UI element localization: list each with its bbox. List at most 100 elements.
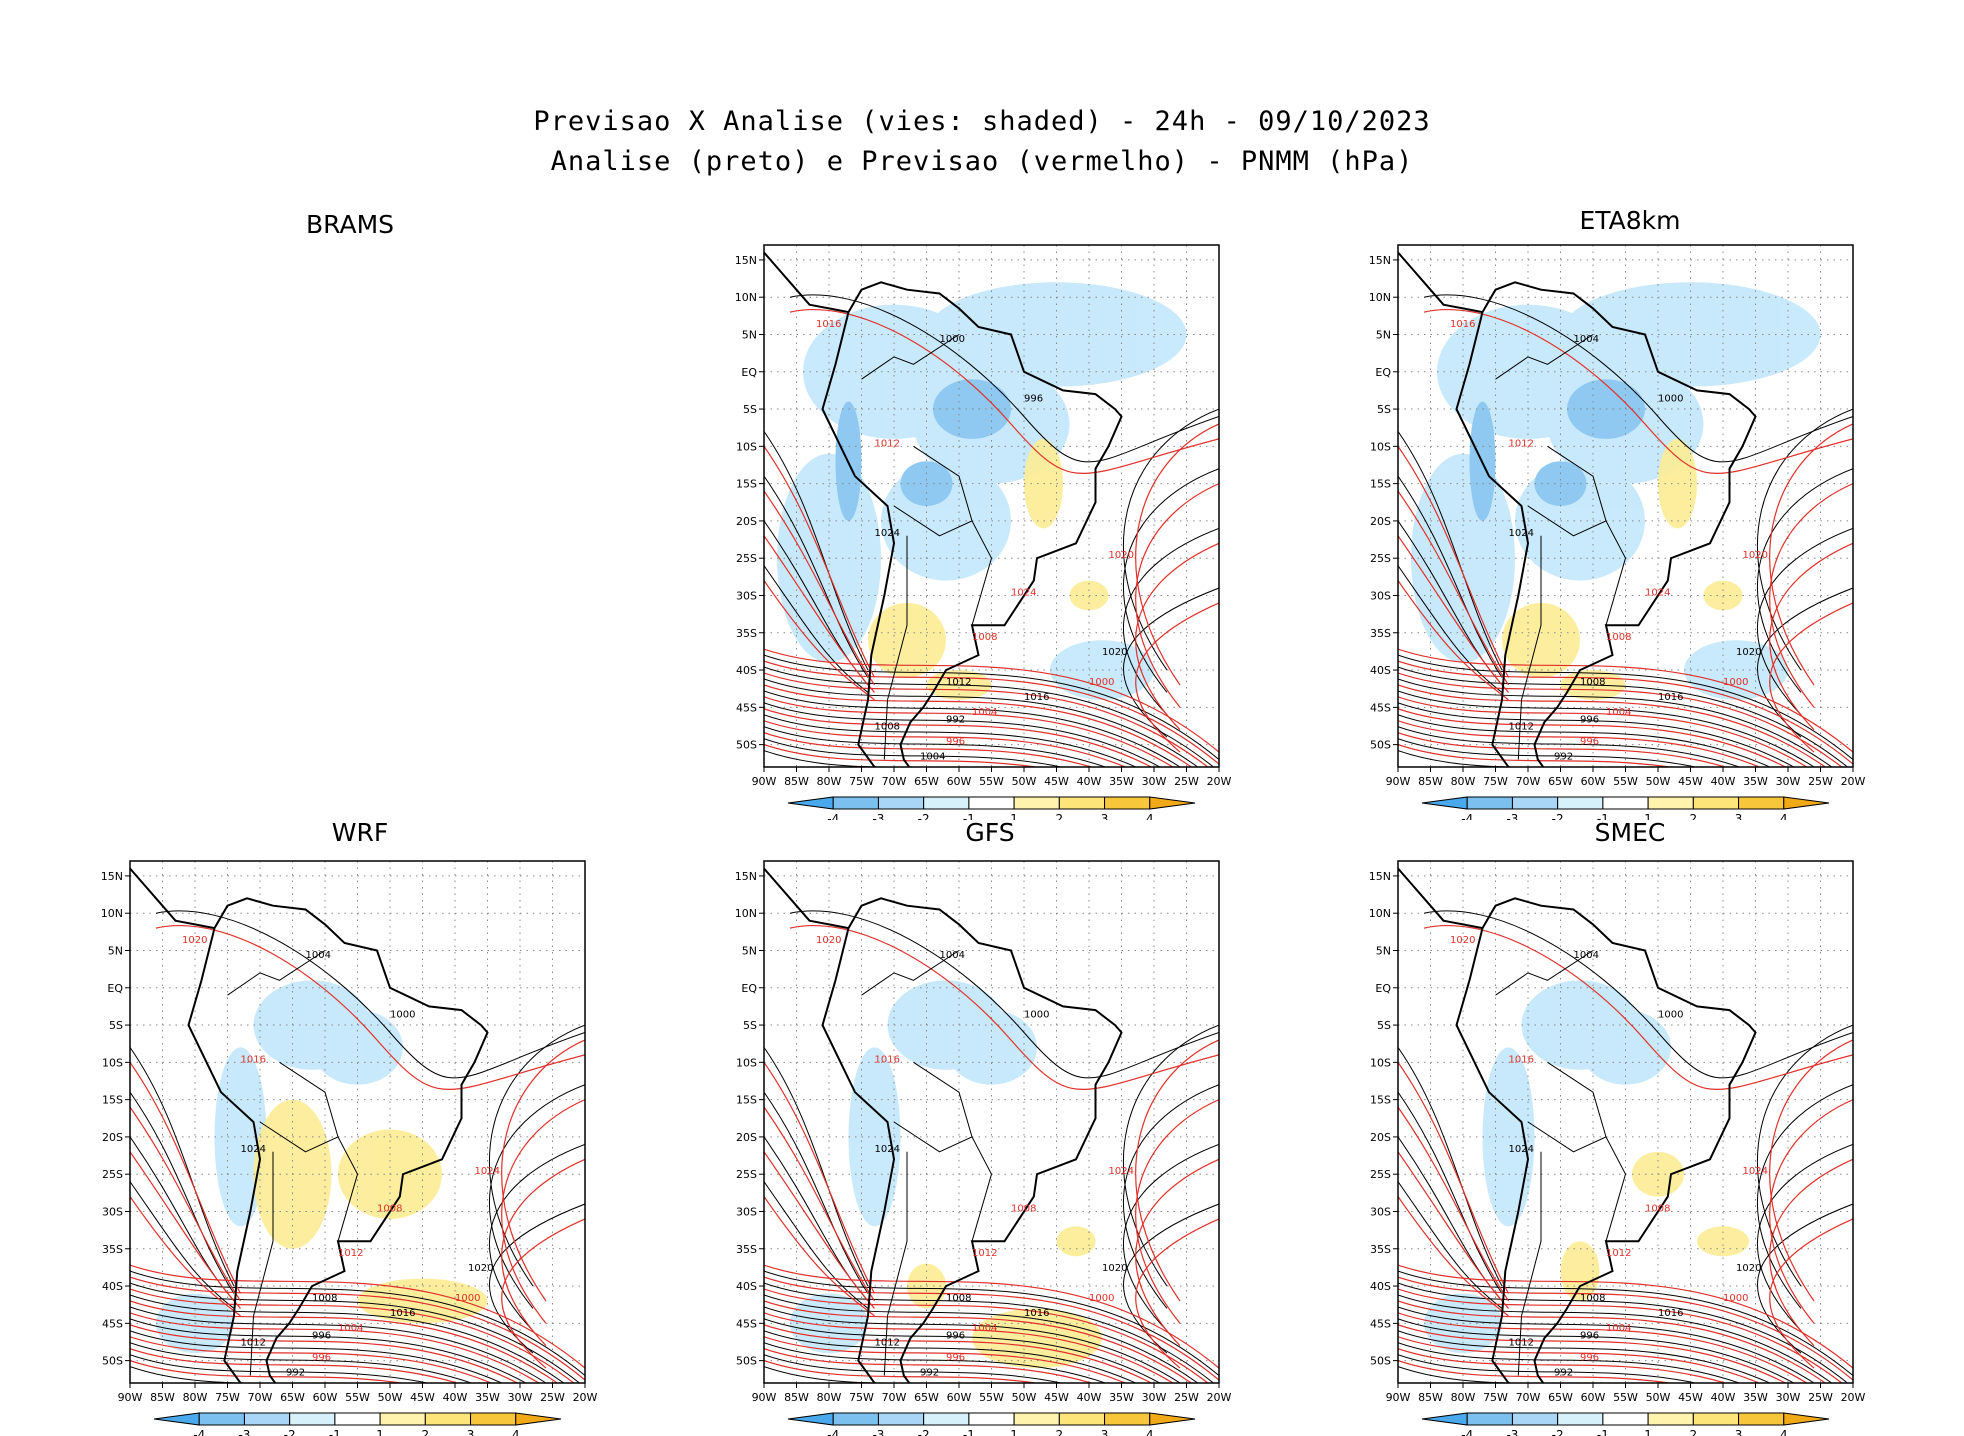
analysis-isobar-label: 1008 — [1580, 677, 1605, 688]
analysis-isobar-label: 1024 — [1509, 1144, 1534, 1155]
forecast-isobar-labels: 1012 1016 1020 1024 1008 1004 1000 996 — [182, 935, 500, 1364]
lon-tick-label: 55W — [1613, 1391, 1638, 1404]
forecast-isobars — [1398, 924, 1853, 1383]
lon-tick-label: 35W — [475, 1391, 500, 1404]
analysis-isobar-label: 1024 — [241, 1144, 266, 1155]
analysis-isobar-label: 996 — [1580, 1330, 1599, 1341]
forecast-isobar-labels: 1008 1012 1016 1020 1024 1004 1000 996 — [1450, 319, 1768, 748]
lat-tick-label: 30S — [1370, 589, 1391, 602]
colorbar-tick-label: -4 — [827, 812, 839, 820]
lat-tick-label: 20S — [736, 515, 757, 528]
lat-tick-label: 20S — [1370, 515, 1391, 528]
forecast-isobar-label: 1000 — [1089, 677, 1114, 688]
country-borders — [861, 334, 993, 760]
lat-tick-label: 5N — [108, 944, 123, 957]
lon-tick-label: 80W — [183, 1391, 208, 1404]
analysis-isobar-label: 1012 — [241, 1338, 266, 1349]
lon-tick-label: 40W — [443, 1391, 468, 1404]
colorbar-tick-label: -1 — [329, 1428, 341, 1436]
forecast-isobar-label: 1008 — [1645, 1203, 1670, 1214]
map-panel-eta8km: 1012 1008 1016 1020 1024 1004 1000 996 992 1008 10… — [1334, 230, 1894, 820]
analysis-isobar-labels: 1012 1008 1016 1020 1024 1004 1000 996 992 — [1509, 334, 1762, 763]
forecast-isobars — [764, 924, 1219, 1383]
panel-label-gfs: GFS — [965, 818, 1015, 847]
lon-tick-label: 90W — [752, 775, 777, 788]
lon-tick-label: 85W — [784, 775, 809, 788]
lon-tick-label: 80W — [1451, 775, 1476, 788]
analysis-isobar-label: 1004 — [940, 950, 965, 961]
analysis-isobar-label: 1016 — [1658, 692, 1683, 703]
analysis-isobar-label: 1020 — [1102, 647, 1127, 658]
lon-tick-label: 90W — [752, 1391, 777, 1404]
lat-tick-label: EQ — [107, 982, 123, 995]
colorbar-tick-label: -4 — [193, 1428, 205, 1436]
lon-tick-label: 30W — [508, 1391, 533, 1404]
lon-tick-label: 75W — [849, 775, 874, 788]
map-svg: 1012100810161020102410041000996992100810… — [1369, 244, 1866, 820]
analysis-isobar-label: 1012 — [875, 1338, 900, 1349]
analysis-isobar-label: 1008 — [875, 722, 900, 733]
colorbar-tick-label: -2 — [918, 812, 930, 820]
forecast-isobar-label: 996 — [312, 1353, 331, 1364]
lon-tick-label: 70W — [882, 775, 907, 788]
forecast-isobar-label: 996 — [946, 737, 965, 748]
analysis-isobar-label: 992 — [286, 1368, 305, 1379]
lon-tick-label: 65W — [1548, 775, 1573, 788]
forecast-isobar-label: 1016 — [241, 1054, 266, 1065]
country-borders — [1495, 334, 1627, 760]
lon-tick-label: 65W — [280, 1391, 305, 1404]
analysis-isobar-label: 992 — [920, 1368, 939, 1379]
analysis-isobars — [1398, 910, 1853, 1383]
forecast-isobar-label: 1012 — [972, 1248, 997, 1259]
lat-tick-label: 10N — [1369, 907, 1391, 920]
analysis-isobar-label: 1012 — [1509, 722, 1534, 733]
colorbar-tick-label: -4 — [827, 1428, 839, 1436]
forecast-isobar-label: 1024 — [1645, 587, 1670, 598]
lon-tick-label: 75W — [215, 1391, 240, 1404]
colorbar-tick-label: 2 — [1690, 1428, 1698, 1436]
lat-tick-label: 40S — [736, 664, 757, 677]
colorbar: -4 -3 -2 -1 1 2 3 4 — [1421, 796, 1830, 820]
colorbar-tick-label: 3 — [467, 1428, 475, 1436]
forecast-isobar-label: 1000 — [455, 1293, 480, 1304]
lat-tick-label: 10S — [1370, 1056, 1391, 1069]
colorbar-tick-label: 4 — [1146, 1428, 1154, 1436]
lat-tick-label: 15S — [1370, 1094, 1391, 1107]
lon-tick-label: 50W — [1012, 1391, 1037, 1404]
lon-tick-label: 80W — [817, 1391, 842, 1404]
analysis-isobar-label: 1008 — [312, 1293, 337, 1304]
lon-tick-label: 75W — [1483, 1391, 1508, 1404]
colorbar: -4 -3 -2 -1 1 2 3 4 — [1421, 1412, 1830, 1436]
lat-tick-label: 5N — [742, 944, 757, 957]
colorbar-tick-label: -2 — [1552, 812, 1564, 820]
colorbar-tick-label: -2 — [284, 1428, 296, 1436]
lat-tick-label: 40S — [102, 1280, 123, 1293]
forecast-isobar-label: 1004 — [972, 1323, 997, 1334]
lat-tick-label: 25S — [736, 552, 757, 565]
map-svg: 1008101210161020102410009969921004100810… — [735, 244, 1232, 820]
lat-tick-label: 15N — [101, 870, 123, 883]
map-panel-gfs: 1012 1008 1016 1020 1024 1004 1000 996 992 1012 10… — [700, 846, 1260, 1436]
analysis-isobar-label: 1004 — [306, 950, 331, 961]
colorbar-tick-label: -3 — [238, 1428, 250, 1436]
analysis-isobar-label: 1000 — [940, 334, 965, 345]
analysis-isobar-label: 1024 — [875, 528, 900, 539]
forecast-isobar-label: 1000 — [1723, 1293, 1748, 1304]
analysis-isobar-label: 1016 — [390, 1308, 415, 1319]
lat-tick-label: 45S — [102, 1317, 123, 1330]
forecast-isobar-label: 1020 — [1109, 550, 1134, 561]
lat-tick-label: 10S — [102, 1056, 123, 1069]
lon-tick-label: 80W — [1451, 1391, 1476, 1404]
lat-tick-label: 5S — [109, 1019, 123, 1032]
lon-tick-label: 75W — [849, 1391, 874, 1404]
analysis-isobar-label: 1024 — [1509, 528, 1534, 539]
lon-tick-label: 45W — [1044, 775, 1069, 788]
lon-tick-label: 20W — [1841, 775, 1866, 788]
analysis-isobar-label: 1004 — [1574, 334, 1599, 345]
analysis-isobar-label: 1024 — [875, 1144, 900, 1155]
lat-tick-label: 15S — [102, 1094, 123, 1107]
lat-tick-label: 15N — [735, 254, 757, 267]
analysis-isobar-label: 1008 — [946, 1293, 971, 1304]
lat-tick-label: 10S — [1370, 440, 1391, 453]
lat-tick-label: EQ — [741, 366, 757, 379]
